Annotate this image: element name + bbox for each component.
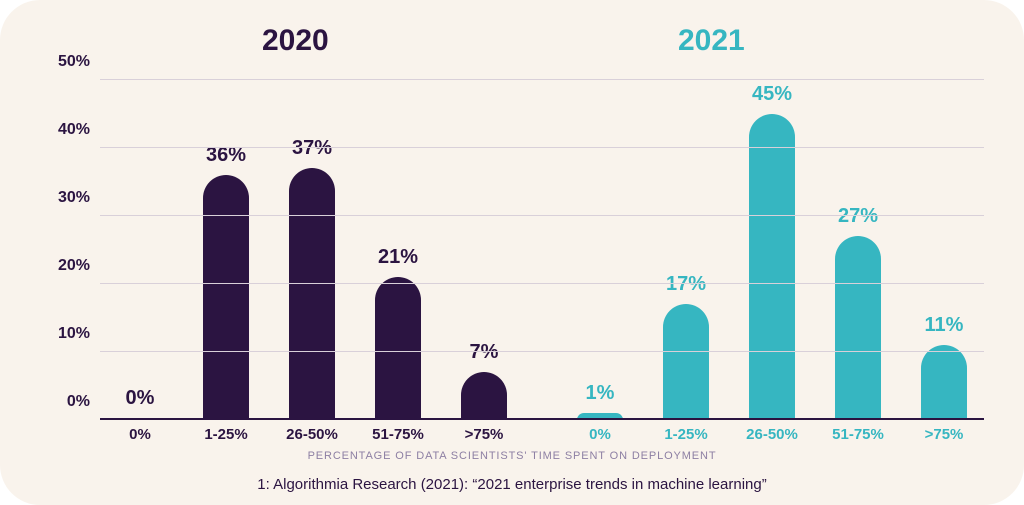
bar: 27% — [835, 236, 881, 420]
bars-layer: 0% 36% 37% 21% 7% 1% 17% 45% 27% 11% — [100, 80, 984, 420]
bar: 11% — [921, 345, 967, 420]
y-tick-label: 10% — [58, 325, 90, 343]
bar: 36% — [203, 175, 249, 420]
grid-line — [100, 283, 984, 284]
bar-value-label: 37% — [292, 137, 332, 160]
bar-value-label: 1% — [586, 382, 615, 405]
bar: 7% — [461, 372, 507, 420]
x-tick-label: 0% — [129, 426, 151, 443]
x-tick-label: 1-25% — [204, 426, 247, 443]
x-tick-label: >75% — [465, 426, 504, 443]
bar-chart: 2020 2021 0% 36% 37% 21% 7% 1% 17% 45% 27% 11% 0% 1… — [0, 0, 1024, 505]
y-tick-label: 50% — [58, 53, 90, 71]
grid-line — [100, 351, 984, 352]
bar-value-label: 21% — [378, 246, 418, 269]
x-axis-baseline — [100, 418, 984, 420]
x-tick-label: 51-75% — [372, 426, 424, 443]
y-tick-label: 40% — [58, 121, 90, 139]
grid-line — [100, 215, 984, 216]
grid-line — [100, 79, 984, 80]
x-axis-label: PERCENTAGE OF DATA SCIENTISTS' TIME SPEN… — [0, 450, 1024, 462]
x-tick-label: 1-25% — [664, 426, 707, 443]
x-tick-label: 51-75% — [832, 426, 884, 443]
x-tick-labels: 0% 1-25% 26-50% 51-75% >75% 0% 1-25% 26-50% 51-7… — [100, 426, 984, 448]
grid-line — [100, 147, 984, 148]
x-tick-label: 26-50% — [286, 426, 338, 443]
bar: 37% — [289, 168, 335, 420]
y-tick-label: 20% — [58, 257, 90, 275]
x-tick-label: 0% — [589, 426, 611, 443]
bar: 21% — [375, 277, 421, 420]
bar: 17% — [663, 304, 709, 420]
x-tick-label: >75% — [925, 426, 964, 443]
bar-value-label: 0% — [126, 387, 155, 410]
group-title: 2021 — [678, 24, 745, 58]
bar-value-label: 17% — [666, 273, 706, 296]
bar-value-label: 45% — [752, 83, 792, 106]
bar-value-label: 11% — [925, 314, 964, 337]
group-title: 2020 — [262, 24, 329, 58]
footnote: 1: Algorithmia Research (2021): “2021 en… — [0, 476, 1024, 493]
bar: 45% — [749, 114, 795, 420]
x-tick-label: 26-50% — [746, 426, 798, 443]
y-tick-label: 0% — [67, 393, 90, 411]
bar-value-label: 27% — [838, 205, 878, 228]
chart-card: 2020 2021 0% 36% 37% 21% 7% 1% 17% 45% 27% 11% 0% 1… — [0, 0, 1024, 505]
bar-value-label: 7% — [470, 341, 499, 364]
plot-area: 0%36%37%21%7%1%17%45%27%11% 0%10%20%30%4… — [100, 80, 984, 420]
y-tick-label: 30% — [58, 189, 90, 207]
